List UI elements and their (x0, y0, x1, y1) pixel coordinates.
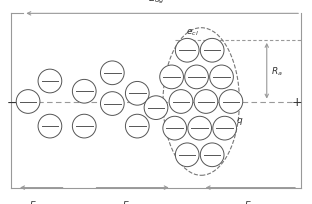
Ellipse shape (100, 62, 124, 85)
Ellipse shape (72, 115, 96, 138)
Ellipse shape (144, 96, 168, 120)
Ellipse shape (188, 117, 212, 140)
Text: $q$: $q$ (236, 116, 243, 127)
Ellipse shape (163, 117, 187, 140)
Ellipse shape (160, 66, 183, 89)
Ellipse shape (219, 90, 243, 114)
Ellipse shape (200, 143, 224, 167)
Ellipse shape (38, 115, 62, 138)
Ellipse shape (38, 70, 62, 93)
Text: $R_{a}$: $R_{a}$ (271, 65, 283, 78)
Ellipse shape (210, 66, 233, 89)
Ellipse shape (175, 143, 199, 167)
Ellipse shape (100, 92, 124, 116)
Ellipse shape (16, 90, 40, 114)
Ellipse shape (169, 90, 193, 114)
Text: $E_{dg}$: $E_{dg}$ (148, 0, 164, 6)
Ellipse shape (213, 117, 236, 140)
Text: $+$: $+$ (291, 95, 303, 109)
Text: $E_{a}$: $E_{a}$ (29, 199, 40, 204)
Text: $e_{cl}$: $e_{cl}$ (186, 27, 198, 38)
Ellipse shape (125, 115, 149, 138)
Ellipse shape (194, 90, 218, 114)
Ellipse shape (72, 80, 96, 104)
Ellipse shape (185, 66, 208, 89)
Ellipse shape (125, 82, 149, 106)
Text: $E_{a}$: $E_{a}$ (122, 199, 134, 204)
Ellipse shape (200, 39, 224, 63)
Ellipse shape (175, 39, 199, 63)
Text: $-$: $-$ (6, 95, 17, 109)
Text: $E_{a}$: $E_{a}$ (244, 199, 255, 204)
